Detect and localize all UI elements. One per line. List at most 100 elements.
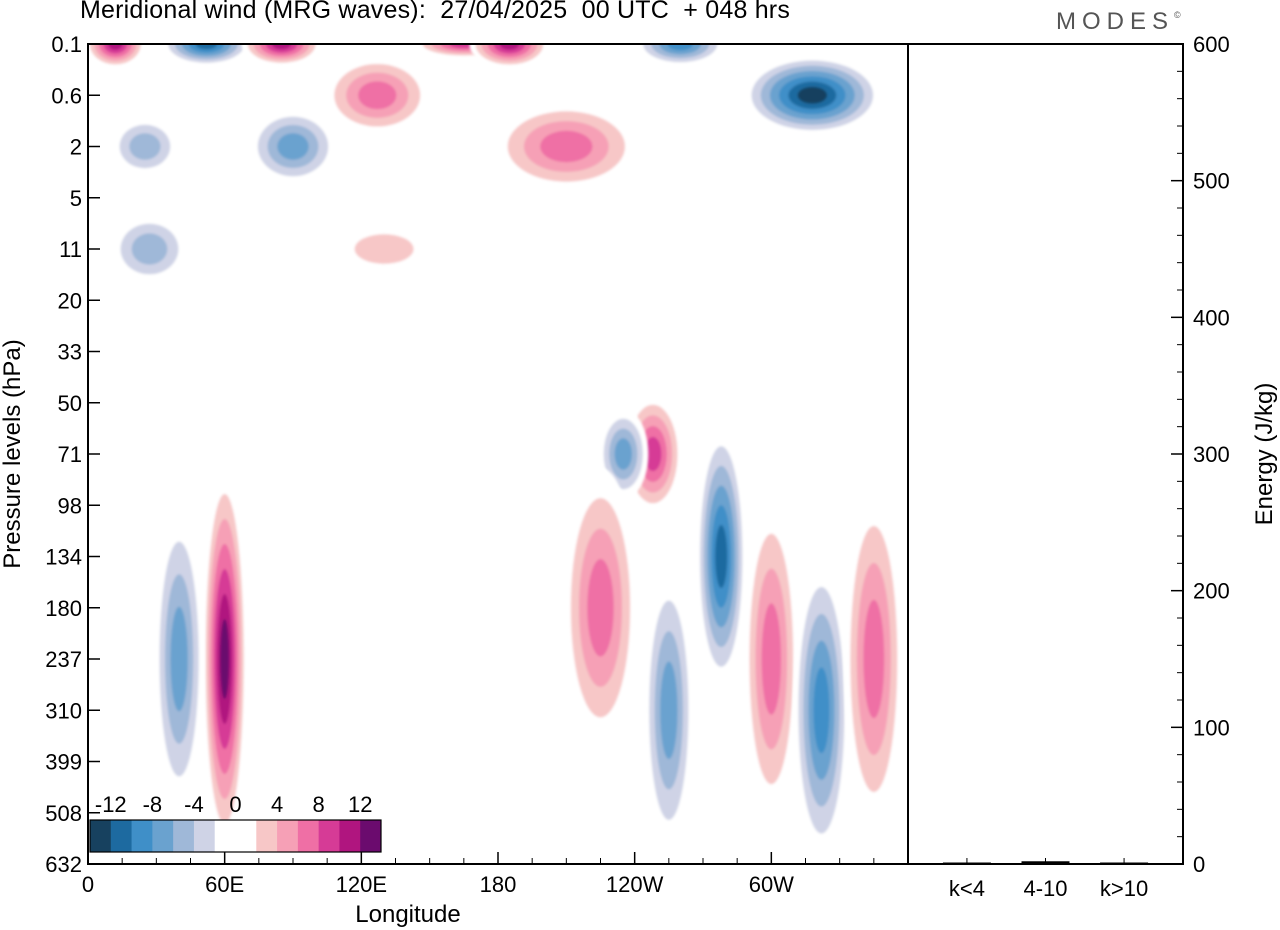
logo-text: MODES — [1056, 8, 1175, 35]
y-tick-label: 98 — [58, 493, 82, 518]
colorbar-label: -12 — [95, 792, 127, 817]
x-tick-label: 60E — [205, 872, 244, 897]
y-tick-label: 2 — [70, 135, 82, 160]
contour-band — [354, 234, 414, 264]
colorbar-label: -8 — [143, 792, 163, 817]
contour-cell — [248, 108, 338, 185]
colorbar: -12 -8 -4 0 4 8 12 — [89, 792, 382, 853]
contour-band — [660, 661, 678, 759]
x-tick-label: 180 — [480, 872, 517, 897]
x-tick-label: 120W — [606, 872, 664, 897]
contour-band — [644, 436, 662, 472]
contour-band — [761, 603, 782, 715]
axes: 0.1 0.6 2 5 11 20 33 50 71 98 134 180 237 310 399 508 63… — [0, 32, 909, 928]
contour-cell — [743, 499, 800, 819]
contour-band — [587, 559, 614, 657]
energy-tick-label: 200 — [1193, 579, 1230, 604]
contour-cell — [793, 560, 850, 861]
contour-band — [499, 44, 520, 50]
contour-cell — [843, 489, 904, 829]
y-tick-label: 20 — [58, 288, 82, 313]
colorbar-swatch — [110, 820, 132, 852]
colorbar-label: 8 — [313, 792, 325, 817]
energy-bar-panel: 0 100 200 300 400 500 600 Energy (J/kg) k<4 4-10 k… — [907, 32, 1278, 901]
energy-axis-label: Energy (J/kg) — [1251, 383, 1278, 526]
contour-cell — [202, 469, 247, 849]
colorbar-swatch — [152, 820, 174, 852]
colorbar-swatch — [173, 820, 195, 852]
contour-band — [220, 619, 230, 699]
y-tick-label: 508 — [45, 801, 82, 826]
colorbar-frame — [89, 819, 382, 853]
energy-category-label: k>10 — [1100, 876, 1148, 901]
modes-logo: MODES© — [1056, 8, 1181, 36]
y-tick-label: 310 — [45, 698, 82, 723]
contour-band — [108, 44, 123, 50]
energy-tick-label: 600 — [1193, 32, 1230, 57]
contour-band — [129, 133, 161, 160]
x-tick-label: 0 — [82, 872, 94, 897]
x-tick-label: 120E — [336, 872, 387, 897]
contour-cell — [241, 44, 322, 66]
colorbar-swatch — [193, 820, 216, 852]
y-tick-label: 399 — [45, 750, 82, 775]
y-tick-label: 237 — [45, 647, 82, 672]
contour-cell — [109, 116, 180, 177]
x-tick-label: 60W — [749, 872, 794, 897]
contour-cell — [469, 44, 550, 68]
colorbar-label: 0 — [229, 792, 241, 817]
energy-tick-label: 500 — [1193, 169, 1230, 194]
colorbar-swatch — [214, 820, 236, 852]
colorbar-label: -4 — [184, 792, 204, 817]
contour-cell — [154, 509, 205, 809]
y-tick-label: 180 — [45, 596, 82, 621]
contour-band — [358, 81, 397, 110]
chart-title: Meridional wind (MRG waves): 27/04/2025 … — [80, 0, 791, 24]
energy-tick-label: 300 — [1193, 442, 1230, 467]
contour-cell — [322, 55, 433, 136]
energy-category-label: k<4 — [949, 876, 985, 901]
colorbar-swatch — [235, 820, 257, 852]
contour-band — [614, 438, 632, 470]
contour-band — [667, 44, 694, 51]
colorbar-swatch — [297, 820, 320, 852]
contour-cell — [643, 570, 694, 851]
colorbar-swatch — [318, 820, 340, 852]
energy-plot-frame — [907, 43, 1184, 865]
x-axis-label: Longitude — [355, 901, 460, 928]
contour-cell — [491, 101, 642, 192]
contour-band — [813, 667, 830, 754]
contour-band — [170, 606, 188, 712]
energy-category-label: 4-10 — [1023, 876, 1067, 901]
y-tick-label: 33 — [58, 340, 82, 365]
contour-band — [131, 233, 168, 265]
colorbar-swatch — [339, 820, 361, 852]
y-axis-label: Pressure levels (hPa) — [0, 339, 26, 568]
contour-band — [540, 130, 593, 163]
contour-band — [797, 86, 828, 104]
y-tick-label: 71 — [58, 442, 82, 467]
contour-band — [195, 44, 218, 50]
contour-cell — [88, 44, 146, 68]
contour-cell — [635, 44, 726, 66]
y-tick-label: 0.1 — [51, 32, 82, 57]
contour-cell — [109, 214, 190, 284]
contour-band — [277, 133, 309, 160]
energy-tick-label: 400 — [1193, 305, 1230, 330]
contour-band — [715, 525, 728, 588]
contour-cell — [696, 426, 747, 687]
energy-tick-label: 100 — [1193, 715, 1230, 740]
energy-tick-label: 0 — [1193, 852, 1205, 877]
logo-mark: © — [1174, 10, 1181, 20]
contour-cell — [742, 55, 883, 136]
contour-band — [271, 44, 292, 50]
contour-field — [88, 44, 904, 861]
contour-cell — [161, 44, 252, 66]
colorbar-swatch — [90, 820, 112, 852]
colorbar-label: 12 — [348, 792, 372, 817]
y-tick-label: 632 — [45, 852, 82, 877]
y-tick-label: 50 — [58, 391, 82, 416]
contour-cell — [336, 225, 433, 273]
colorbar-swatch — [131, 820, 153, 852]
